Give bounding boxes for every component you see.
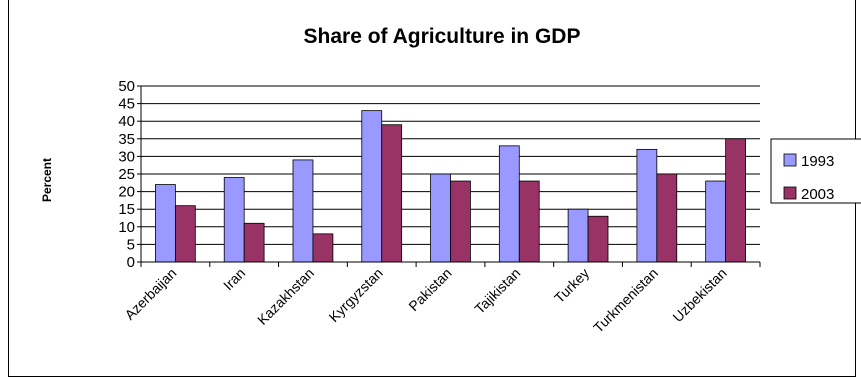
y-tick-label: 40 (118, 113, 135, 130)
bar-1993-turkey (567, 208, 589, 263)
bar-2003-kazakhstan (312, 233, 334, 263)
y-tick-label: 25 (118, 166, 135, 183)
legend-label: 1993 (801, 153, 834, 170)
y-tick-label: 30 (118, 148, 135, 165)
bar-1993-kyrgyzstan (361, 110, 383, 263)
bars (155, 110, 746, 263)
bar-2003-tajikistan (518, 180, 540, 263)
x-tick-label: Iran (220, 265, 248, 293)
bar-1993-turkmenistan (636, 148, 658, 263)
legend: 1993 2003 (770, 138, 861, 204)
bar-2003-turkmenistan (656, 173, 678, 263)
chart-title: Share of Agriculture in GDP (304, 25, 581, 48)
y-tick-label: 50 (118, 78, 135, 95)
bar-2003-uzbekistan (725, 138, 746, 263)
bar-1993-uzbekistan (705, 180, 727, 263)
bar-1993-pakistan (430, 173, 451, 263)
x-tick-label: Uzbekistan (669, 265, 729, 325)
bar-1993-tajikistan (498, 145, 520, 263)
x-tick-label: Kyrgyzstan (326, 265, 386, 325)
y-axis-label: Percent (40, 158, 54, 202)
y-tick-label: 10 (118, 219, 135, 236)
x-tick-label: Turkey (551, 265, 592, 306)
y-tick-label: 5 (127, 236, 135, 253)
y-tick-label: 20 (118, 184, 135, 201)
bar-1993-azerbaijan (155, 184, 176, 263)
y-tick-label: 45 (118, 96, 135, 113)
x-tick-label: Turkmenistan (590, 265, 661, 336)
bar-2003-pakistan (450, 180, 471, 263)
bar-2003-iran (243, 222, 265, 263)
bar-1993-kazakhstan (292, 159, 314, 263)
x-tick-label: Azerbaijan (121, 265, 179, 323)
bar-2003-kyrgyzstan (381, 124, 403, 263)
bar-2003-azerbaijan (174, 205, 196, 263)
y-tick-label: 35 (118, 131, 135, 148)
x-tick-labels: Azerbaijan Iran Kazakhstan Kyrgyzstan Pakist… (121, 265, 729, 336)
y-tick-label: 0 (127, 254, 135, 271)
bar-1993-iran (223, 177, 245, 263)
x-tick-label: Kazakhstan (254, 265, 317, 328)
x-tick-label: Tajikistan (471, 265, 523, 317)
y-tick-label: 15 (118, 201, 135, 218)
x-tick-label: Pakistan (405, 265, 454, 314)
legend-swatch-1993 (783, 153, 797, 167)
legend-label: 2003 (801, 186, 834, 203)
axes (140, 86, 761, 267)
legend-swatch-2003 (783, 186, 797, 200)
bar-2003-turkey (587, 215, 609, 263)
